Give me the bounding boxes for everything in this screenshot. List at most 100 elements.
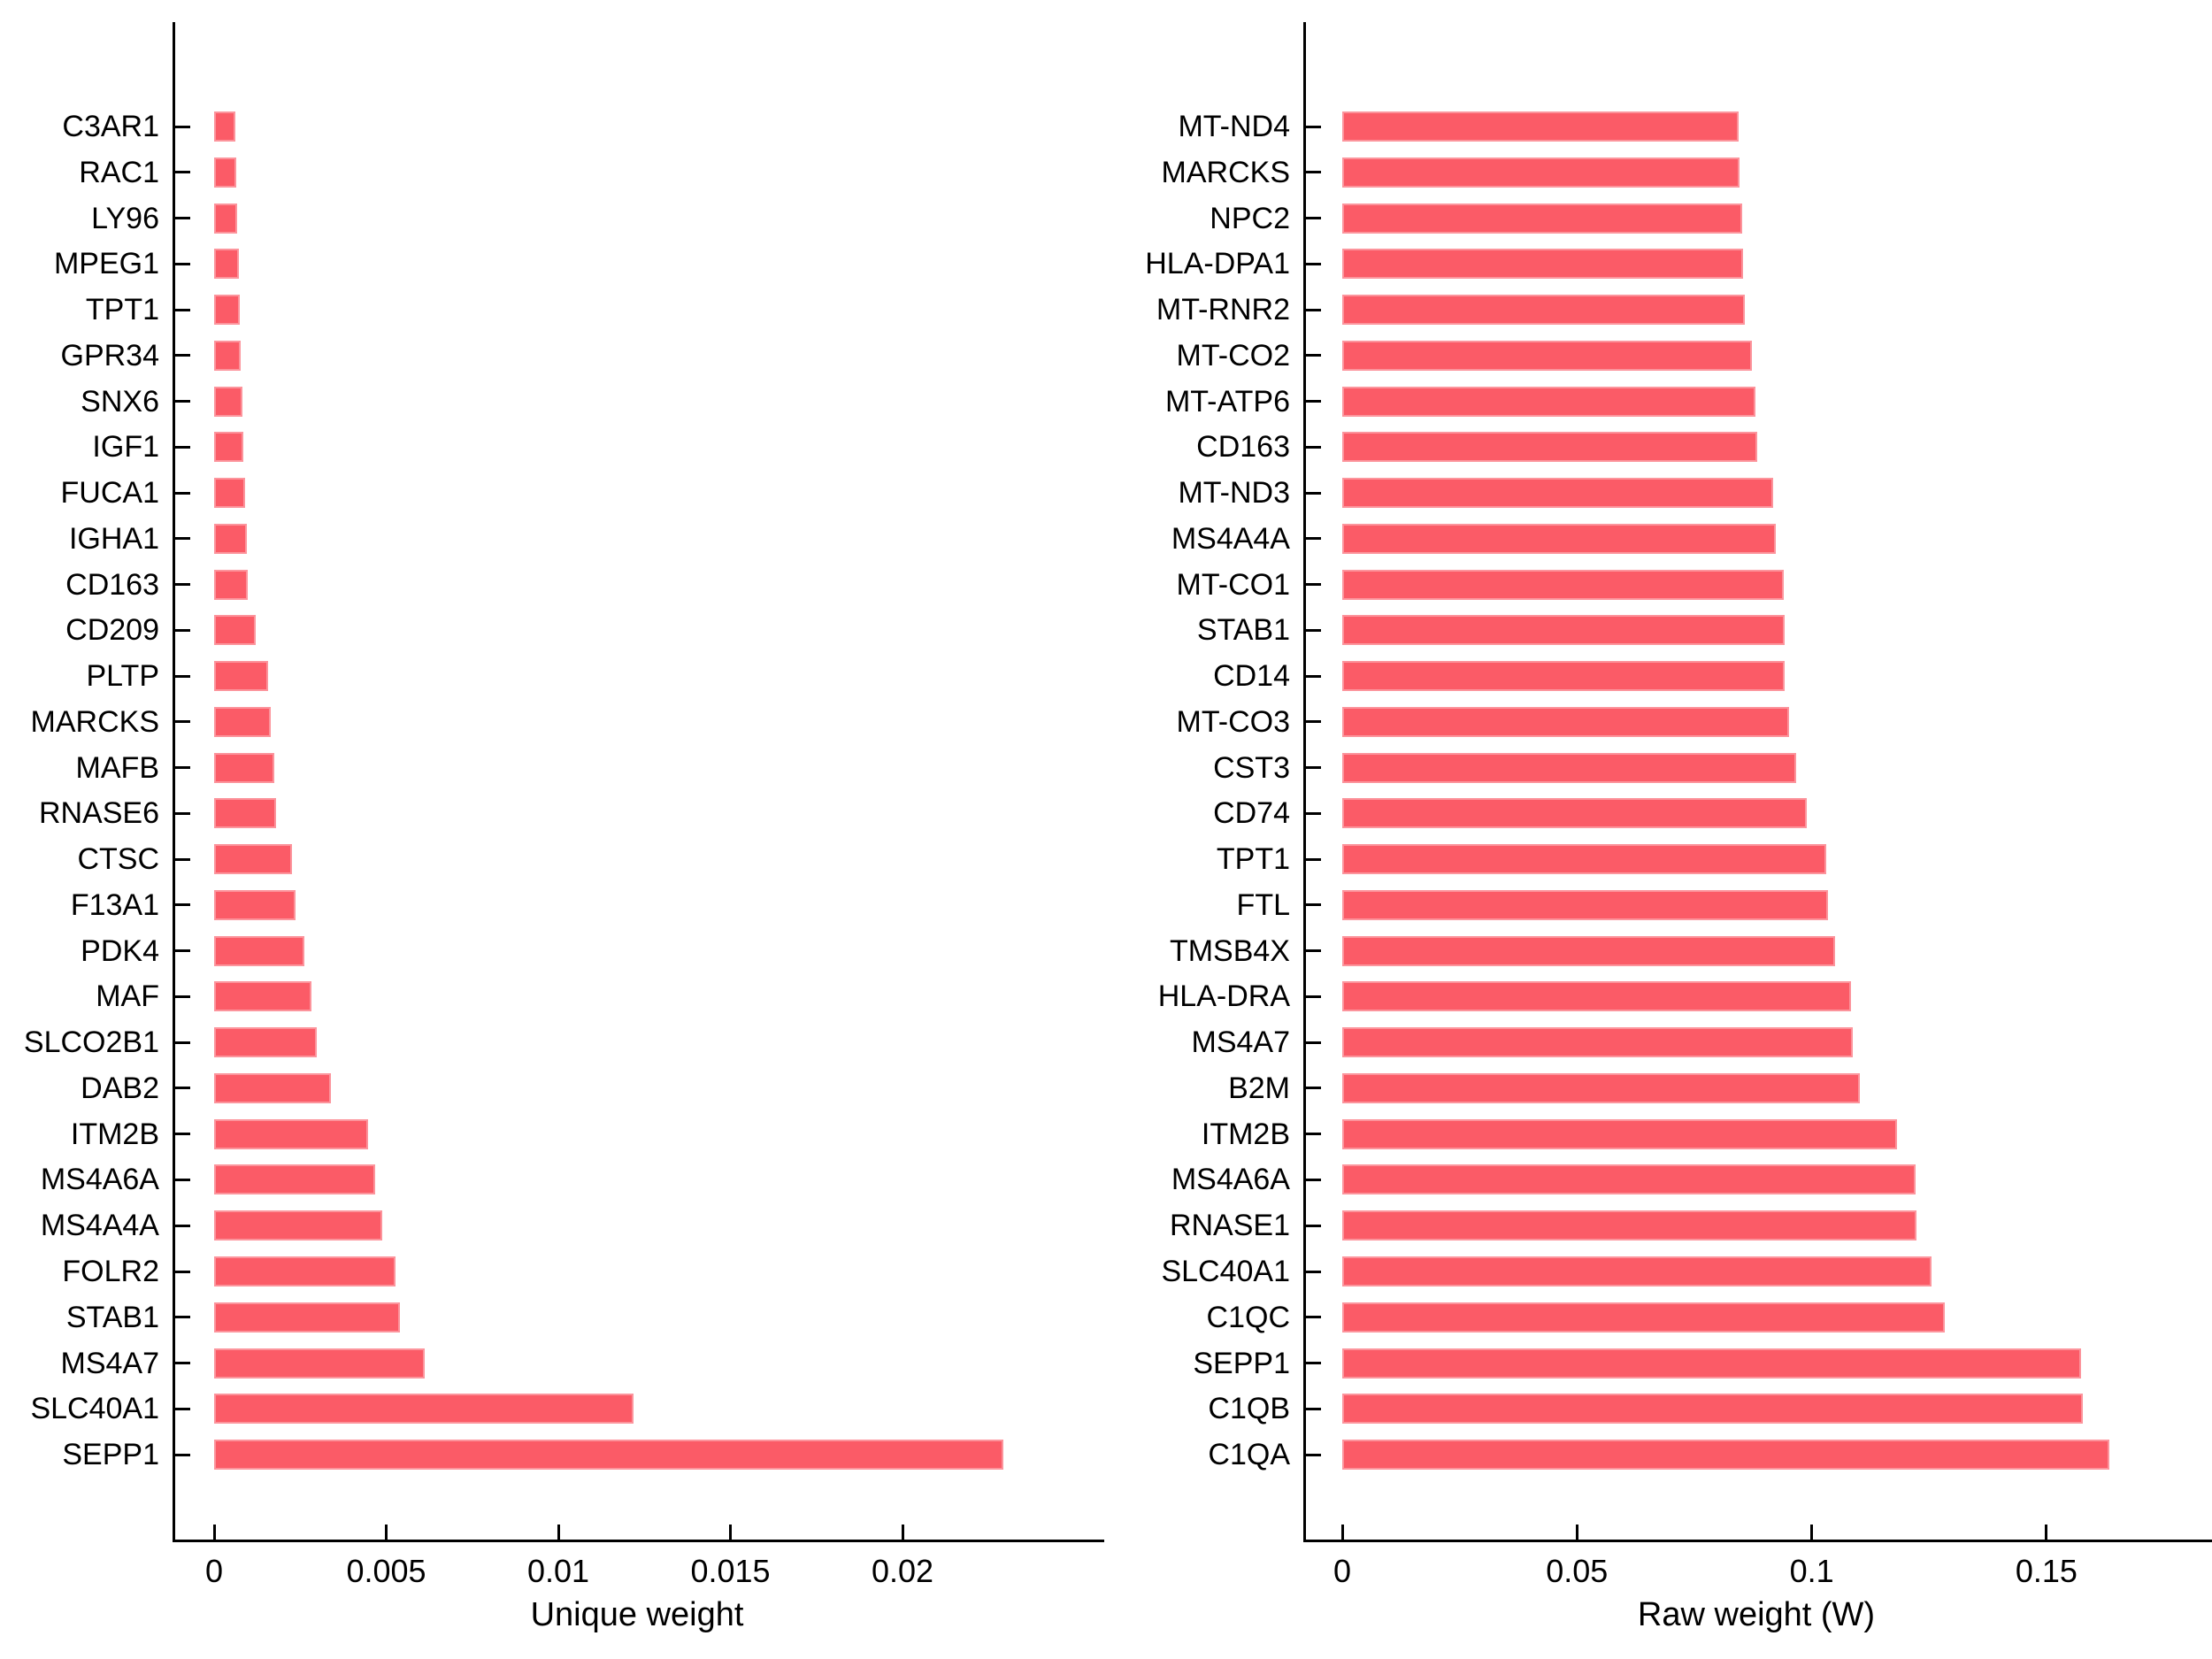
y-tick (1306, 628, 1321, 632)
y-tick-label: TPT1 (85, 293, 159, 327)
bar (214, 1440, 1003, 1471)
bar (1342, 1210, 1916, 1241)
y-tick (175, 400, 190, 403)
y-tick-label: RAC1 (79, 155, 159, 189)
y-tick-label: SLC40A1 (1161, 1255, 1290, 1288)
y-tick (1306, 1270, 1321, 1273)
y-tick (175, 1362, 190, 1365)
y-tick (1306, 217, 1321, 220)
x-tick (2045, 1525, 2048, 1540)
y-tick-label: NPC2 (1210, 201, 1290, 235)
y-tick-label: C3AR1 (62, 110, 159, 143)
y-tick (1306, 857, 1321, 861)
y-tick (1306, 995, 1321, 998)
y-tick (1306, 720, 1321, 724)
y-tick (1306, 1362, 1321, 1365)
x-tick-label: 0 (1333, 1553, 1352, 1589)
y-tick (1306, 674, 1321, 678)
y-tick (1306, 308, 1321, 311)
bar (1342, 1440, 2109, 1471)
bar (214, 1256, 396, 1286)
bar (214, 203, 238, 234)
y-tick-label: MT-RNR2 (1156, 293, 1290, 327)
bar (214, 111, 236, 142)
y-tick (175, 949, 190, 953)
y-tick (1306, 811, 1321, 815)
bar (1342, 1164, 1916, 1195)
y-tick (1306, 171, 1321, 174)
y-tick-label: C1QC (1206, 1300, 1290, 1334)
x-tick (1575, 1525, 1578, 1540)
y-tick-label: MARCKS (30, 704, 159, 739)
y-tick (1306, 1224, 1321, 1227)
y-tick (175, 125, 190, 128)
bar (1342, 615, 1785, 646)
bar (214, 1118, 369, 1149)
bar (1342, 981, 1852, 1012)
y-tick-label: RNASE1 (1169, 1209, 1290, 1243)
y-tick (1306, 445, 1321, 449)
y-tick-label: SNX6 (81, 384, 159, 419)
bar (214, 432, 243, 463)
y-tick (175, 1178, 190, 1181)
y-tick-label: CTSC (77, 842, 159, 877)
y-tick-label: SLC40A1 (30, 1392, 159, 1426)
y-tick (175, 1270, 190, 1273)
x-tick-label: 0.005 (346, 1553, 426, 1589)
y-tick-label: DAB2 (81, 1071, 159, 1105)
y-tick (175, 1087, 190, 1090)
y-tick (1306, 1133, 1321, 1136)
y-tick (175, 1224, 190, 1227)
y-tick-label: MT-CO2 (1176, 338, 1290, 373)
bar (1342, 478, 1773, 509)
bar (214, 661, 269, 692)
x-tick-label: 0 (204, 1553, 224, 1589)
y-tick (1306, 1178, 1321, 1181)
y-tick-label: FTL (1236, 887, 1290, 922)
bar (214, 844, 293, 875)
y-tick (175, 1316, 190, 1319)
y-tick-label: STAB1 (1196, 613, 1290, 648)
bar (1342, 569, 1785, 600)
plot-area-right (1303, 22, 2212, 1542)
y-tick (175, 1407, 190, 1410)
bar (214, 386, 242, 417)
y-tick-label: MAFB (75, 750, 159, 785)
y-tick-label: ITM2B (1201, 1117, 1290, 1151)
y-tick (175, 628, 190, 632)
y-tick-label: MAF (96, 979, 159, 1014)
y-tick-label: MT-ND3 (1178, 476, 1290, 511)
x-tick-label: 0.015 (690, 1553, 771, 1589)
y-tick (175, 583, 190, 587)
y-tick (1306, 766, 1321, 770)
y-tick (1306, 354, 1321, 357)
y-tick (175, 445, 190, 449)
y-tick-label: CD74 (1213, 796, 1290, 831)
bar (214, 798, 277, 829)
bar (214, 889, 296, 920)
x-tick (385, 1525, 388, 1540)
y-tick-label: CD163 (1196, 430, 1290, 465)
bar (214, 478, 245, 509)
x-tick (901, 1525, 904, 1540)
bar (1342, 1256, 1932, 1286)
y-tick (175, 1133, 190, 1136)
y-tick (175, 171, 190, 174)
y-tick (175, 308, 190, 311)
bar (1342, 1394, 2083, 1425)
y-tick (1306, 400, 1321, 403)
bar (214, 1348, 426, 1379)
bar (214, 157, 236, 188)
y-tick (1306, 583, 1321, 587)
bar (1342, 752, 1796, 783)
y-tick (1306, 262, 1321, 265)
bar (214, 569, 249, 600)
bar (1342, 432, 1757, 463)
bar (1342, 157, 1740, 188)
x-tick-label: 0.1 (1789, 1553, 1834, 1589)
bar (214, 1394, 634, 1425)
y-tick-label: MT-CO3 (1176, 704, 1290, 739)
y-tick-label: SLCO2B1 (23, 1025, 159, 1060)
y-tick-label: RNASE6 (38, 796, 159, 831)
